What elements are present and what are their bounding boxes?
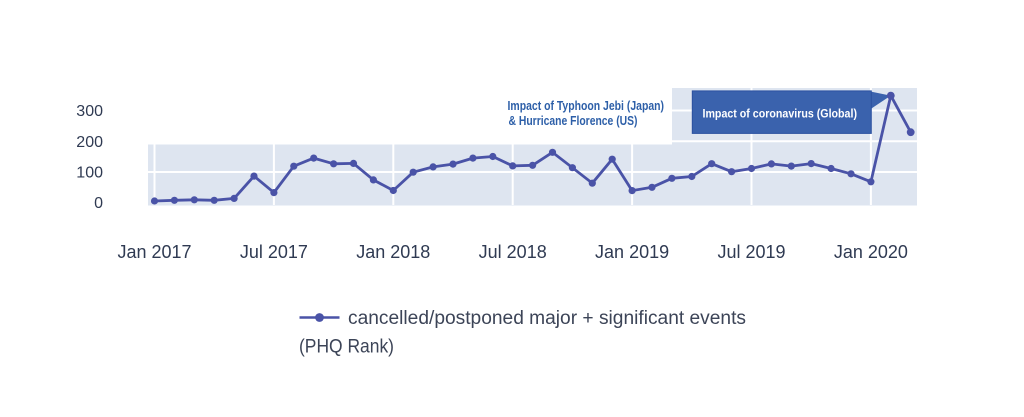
svg-text:Jul 2019: Jul 2019 [717, 242, 785, 262]
svg-text:Jan 2020: Jan 2020 [834, 242, 908, 262]
svg-text:0: 0 [94, 195, 103, 212]
svg-text:200: 200 [76, 134, 103, 151]
svg-text:Jan 2017: Jan 2017 [117, 242, 191, 262]
svg-text:Jul 2018: Jul 2018 [479, 242, 547, 262]
svg-text:cancelled/postponed major + si: cancelled/postponed major + significant … [348, 308, 746, 329]
svg-text:Jul 2017: Jul 2017 [240, 242, 308, 262]
svg-text:(PHQ Rank): (PHQ Rank) [299, 337, 394, 358]
svg-text:Jan 2019: Jan 2019 [595, 242, 669, 262]
svg-text:Impact of Typhoon Jebi (Japan): Impact of Typhoon Jebi (Japan) [508, 99, 665, 113]
svg-text:100: 100 [76, 165, 103, 182]
svg-text:& Hurricane Florence (US): & Hurricane Florence (US) [509, 114, 638, 128]
svg-text:Impact of coronavirus (Global): Impact of coronavirus (Global) [703, 107, 858, 121]
svg-text:300: 300 [76, 103, 103, 120]
svg-text:Jan 2018: Jan 2018 [356, 242, 430, 262]
